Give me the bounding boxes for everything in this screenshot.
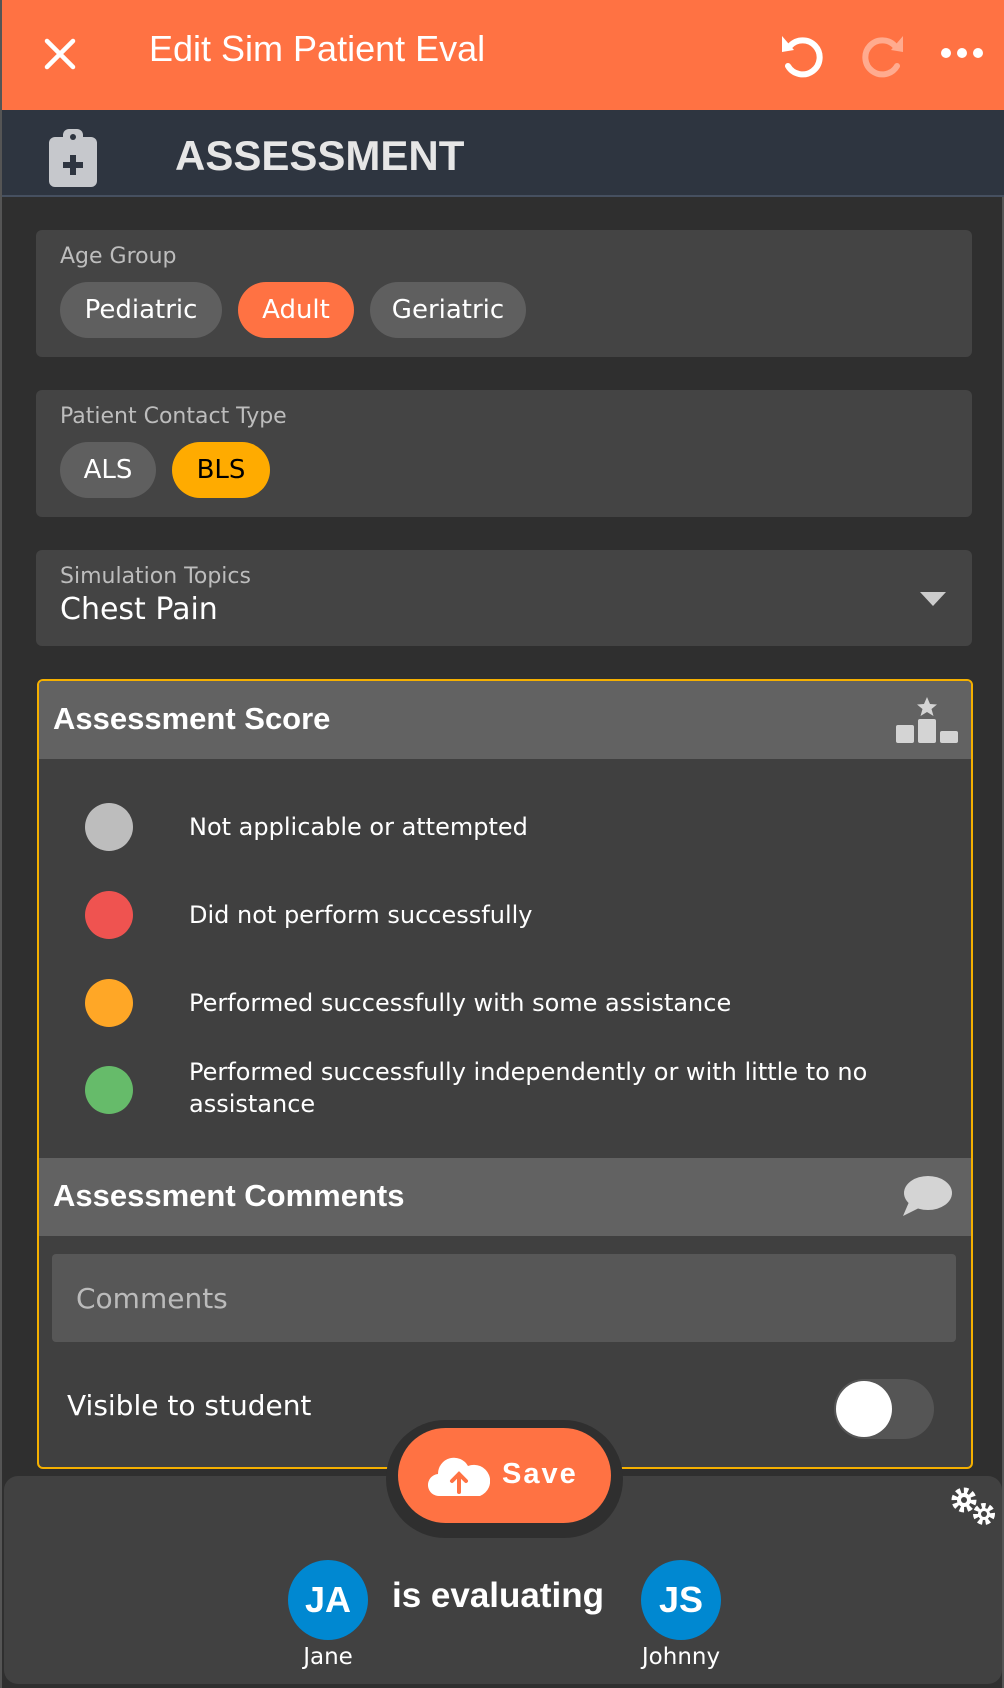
clipboard-medical-icon <box>49 129 97 187</box>
cloud-upload-icon <box>428 1457 490 1497</box>
score-title: Assessment Score <box>53 701 331 736</box>
topics-value: Chest Pain <box>60 592 218 627</box>
student-name: Johnny <box>641 1644 721 1670</box>
red-dot <box>85 891 133 939</box>
save-label: Save <box>502 1458 578 1490</box>
comments-header: Assessment Comments <box>39 1158 971 1236</box>
legend-text: Performed successfully independently or … <box>189 1058 868 1118</box>
chip-pediatric[interactable]: Pediatric <box>60 282 222 338</box>
page-title: Edit Sim Patient Eval <box>149 28 486 69</box>
simulation-topics-select[interactable]: Simulation Topics Chest Pain <box>36 550 972 646</box>
section-header <box>2 110 1004 197</box>
comments-title: Assessment Comments <box>53 1178 405 1213</box>
redo-icon[interactable] <box>859 32 907 78</box>
chip-bls[interactable]: BLS <box>172 442 270 498</box>
toggle-knob <box>836 1381 892 1437</box>
podium-star-icon <box>896 697 958 743</box>
visible-to-student-label: Visible to student <box>67 1389 312 1422</box>
legend-text: Not applicable or attempted <box>189 813 528 841</box>
contact-type-label: Patient Contact Type <box>60 404 287 429</box>
assessment-score-panel: Assessment Score Not applicable or attem… <box>37 679 973 1469</box>
gray-dot <box>85 803 133 851</box>
close-icon[interactable] <box>44 38 76 70</box>
save-button[interactable]: Save <box>398 1428 611 1523</box>
evaluator-name: Jane <box>303 1644 353 1670</box>
chip-geriatric[interactable]: Geriatric <box>370 282 526 338</box>
visible-toggle[interactable] <box>834 1379 934 1439</box>
comment-icon <box>903 1176 952 1216</box>
age-group-label: Age Group <box>60 244 177 269</box>
evaluating-text: is evaluating <box>392 1576 605 1615</box>
chip-als[interactable]: ALS <box>60 442 156 498</box>
contact-type-field: Patient Contact Type ALS BLS <box>36 390 972 517</box>
avatar-student: JS <box>641 1560 721 1640</box>
legend-text: Performed successfully with some assista… <box>189 989 732 1017</box>
chevron-down-icon <box>920 592 946 606</box>
undo-icon[interactable] <box>778 32 826 78</box>
comments-input[interactable] <box>52 1254 956 1342</box>
orange-dot <box>85 979 133 1027</box>
topics-label: Simulation Topics <box>60 564 251 589</box>
legend-text: Did not perform successfully <box>189 901 533 929</box>
score-header: Assessment Score <box>39 681 971 759</box>
chip-adult[interactable]: Adult <box>238 282 354 338</box>
green-dot <box>85 1066 133 1114</box>
section-title: ASSESSMENT <box>175 132 465 179</box>
more-icon[interactable] <box>940 46 984 60</box>
app-header: Edit Sim Patient Eval <box>2 0 1004 110</box>
age-group-field: Age Group Pediatric Adult Geriatric <box>36 230 972 357</box>
settings-gears-icon[interactable] <box>950 1486 998 1528</box>
avatar-evaluator: JA <box>288 1560 368 1640</box>
